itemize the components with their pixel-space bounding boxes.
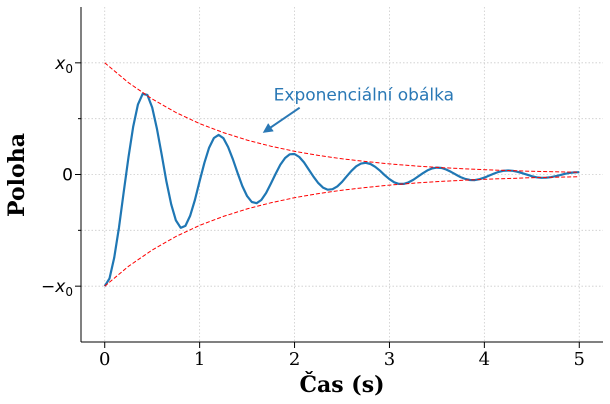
upper-envelope-line [104,62,580,173]
y-tick-label: −x0 [41,277,73,299]
annotation-arrow [262,106,301,133]
series [103,62,580,287]
y-tick-label: x0 [54,54,73,76]
grid [81,7,603,342]
x-tick-label: 3 [384,349,395,370]
x-tick-label: 5 [574,349,585,370]
x-tick-label: 1 [194,349,205,370]
ticks: 0 1 2 3 4 5 −x0 0 x0 [41,54,585,370]
x-axis-title: Čas (s) [299,371,384,398]
x-tick-label: 2 [289,349,300,370]
y-tick-label: 0 [62,166,73,186]
y-axis-title: Poloha [4,133,30,217]
x-tick-label: 4 [479,349,490,370]
annotation-label: Exponenciální obálka [274,86,454,106]
lower-envelope-line [104,176,580,287]
annotation: Exponenciální obálka [262,86,454,133]
x-tick-label: 0 [99,349,110,370]
damped-oscillation-line [103,92,580,287]
